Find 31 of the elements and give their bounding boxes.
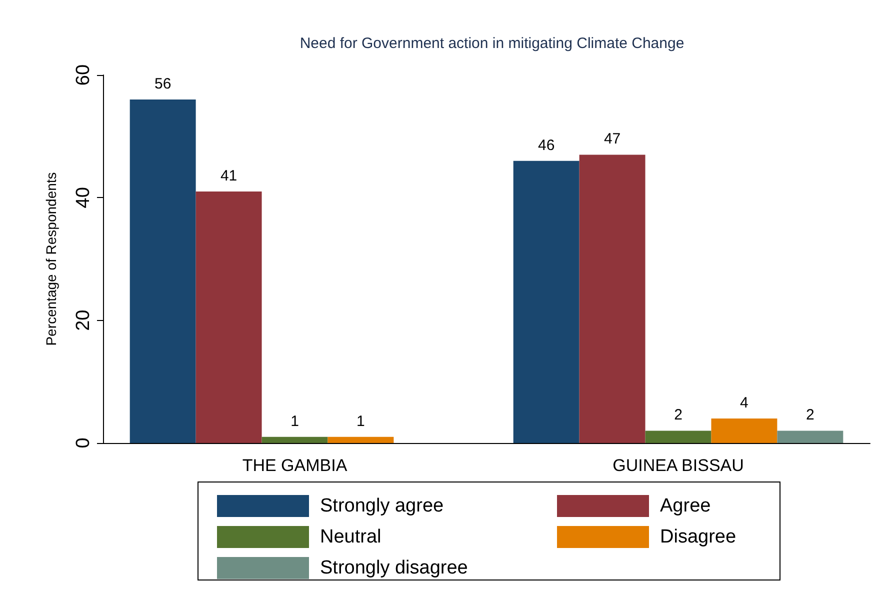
data-label: 47 xyxy=(604,130,621,148)
data-label: 2 xyxy=(806,406,814,424)
data-label: 1 xyxy=(356,412,365,430)
data-label: 56 xyxy=(154,76,172,93)
bar xyxy=(328,436,394,443)
bar xyxy=(711,418,778,443)
data-label: 4 xyxy=(740,394,748,412)
y-tick-label: 40 xyxy=(73,187,94,208)
y-axis-title: Percentage of Respondents xyxy=(43,172,59,346)
legend-label: Agree xyxy=(660,496,711,516)
legend-label: Strongly agree xyxy=(320,496,444,516)
bar xyxy=(196,192,262,443)
data-label: 41 xyxy=(220,168,238,185)
data-label: 46 xyxy=(538,136,555,154)
data-label: 2 xyxy=(674,406,682,424)
bar xyxy=(262,436,328,443)
legend-label: Disagree xyxy=(660,526,736,548)
data-label: 1 xyxy=(290,412,299,430)
y-tick-label: 0 xyxy=(73,438,94,448)
legend-label: Neutral xyxy=(320,526,382,548)
y-tick-label: 60 xyxy=(73,64,94,86)
y-tick-label: 20 xyxy=(73,310,94,331)
bar xyxy=(579,154,646,443)
bar xyxy=(645,430,712,443)
bar xyxy=(513,160,580,443)
legend-label: Strongly disagree xyxy=(320,558,468,578)
chart-title: Need for Government action in mitigating Climate Change xyxy=(300,35,684,52)
bar xyxy=(130,100,196,443)
x-tick-label: THE GAMBIA xyxy=(242,456,348,475)
x-tick-label: GUINEA BISSAU xyxy=(612,456,744,475)
bar xyxy=(777,430,844,443)
